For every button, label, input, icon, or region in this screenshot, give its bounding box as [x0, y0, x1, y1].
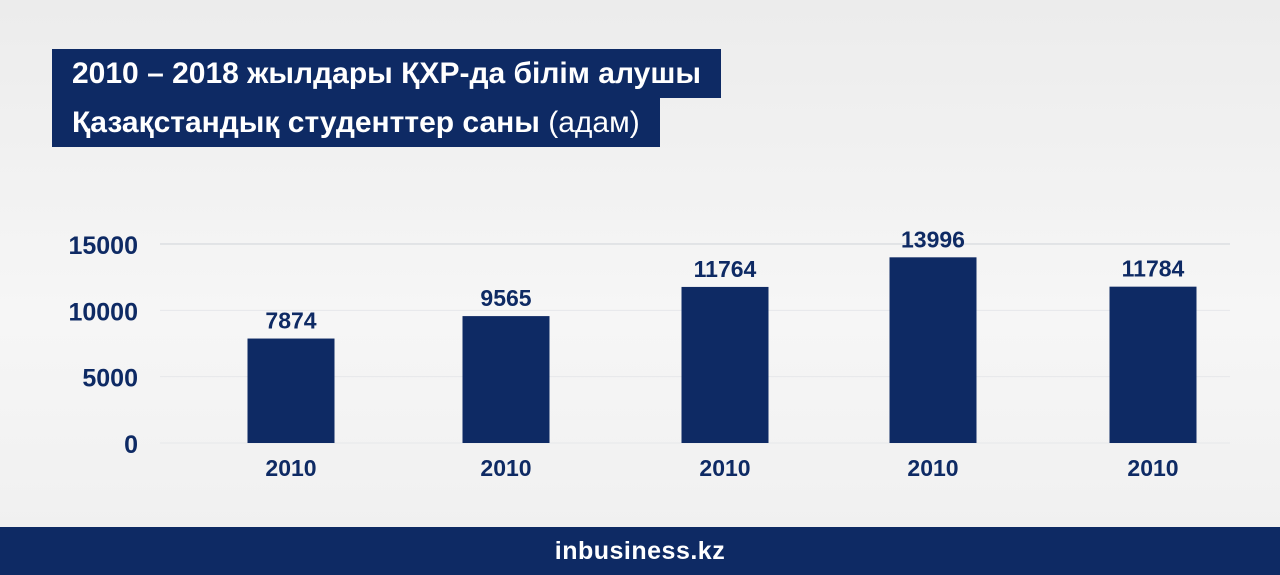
- bar-chart: 0 5000 10000 15000 7874 2010 9565 2010 11764 2010…: [68, 226, 1230, 481]
- y-tick-label: 0: [124, 431, 138, 459]
- title-line-2: Қазақстандық студенттер саны (адам): [52, 98, 660, 147]
- data-label: 13996: [901, 226, 965, 252]
- bar-1: [462, 316, 550, 443]
- inbusiness-logo: inbusiness.kz: [554, 536, 726, 565]
- y-tick-label: 10000: [68, 298, 138, 326]
- x-tick-label: 2010: [1127, 455, 1178, 481]
- title-text-2: Қазақстандық студенттер саны: [72, 106, 540, 139]
- title-unit: (адам): [548, 106, 640, 139]
- data-label: 11784: [1122, 256, 1185, 282]
- title-text-1: 2010 – 2018 жылдары ҚХР-да білім алушы: [72, 57, 701, 90]
- y-tick-label: 15000: [68, 232, 138, 260]
- x-tick-label: 2010: [907, 455, 958, 481]
- x-tick-label: 2010: [699, 455, 750, 481]
- bar-3: [889, 257, 977, 443]
- y-tick-label: 5000: [82, 365, 138, 393]
- x-tick-label: 2010: [265, 455, 316, 481]
- chart-title: 2010 – 2018 жылдары ҚХР-да білім алушы Қ…: [52, 49, 721, 147]
- data-label: 9565: [480, 285, 531, 311]
- bar-4: [1109, 286, 1197, 443]
- footer-bar: inbusiness.kz: [0, 527, 1280, 575]
- data-label: 7874: [265, 308, 316, 334]
- bar-0: [247, 338, 335, 443]
- data-label: 11764: [694, 256, 757, 282]
- bar-2: [681, 286, 769, 443]
- title-line-1: 2010 – 2018 жылдары ҚХР-да білім алушы: [52, 49, 721, 98]
- x-tick-label: 2010: [480, 455, 531, 481]
